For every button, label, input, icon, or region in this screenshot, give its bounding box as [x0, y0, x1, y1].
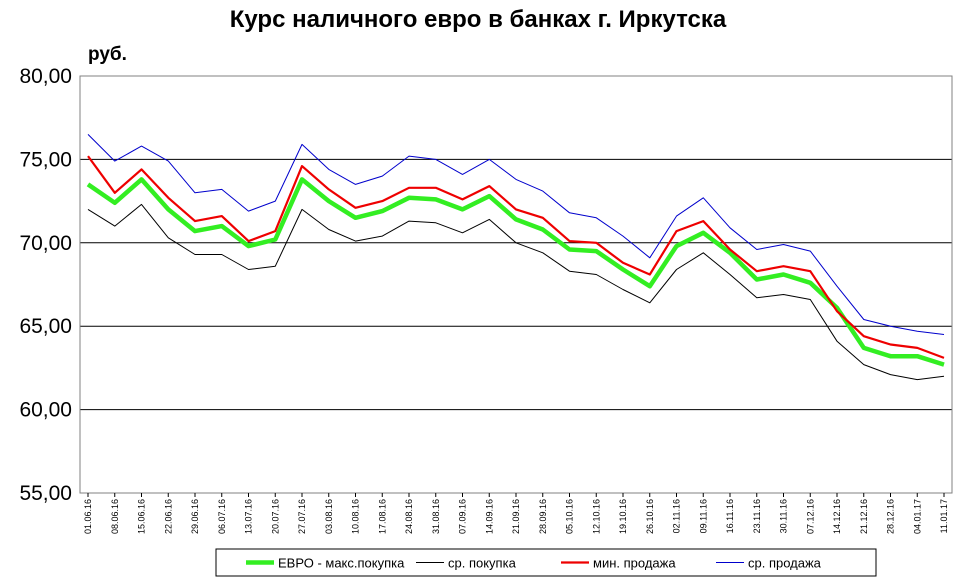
x-tick-label: 22.06.16 [163, 499, 173, 534]
x-tick-label: 30.11.16 [779, 499, 789, 533]
y-tick-label: 55,00 [19, 482, 72, 505]
chart-title: Курс наличного евро в банках г. Иркутска [229, 6, 727, 33]
x-tick-label: 14.09.16 [484, 499, 494, 534]
plot-area-frame [79, 75, 953, 494]
x-tick-label: 19.10.16 [618, 499, 628, 534]
x-tick-label: 03.08.16 [324, 499, 334, 534]
x-tick-label: 21.12.16 [859, 499, 869, 534]
legend-label-1: ЕВРО - макс.покупка [278, 556, 405, 571]
x-tick-label: 07.09.16 [458, 499, 468, 534]
legend-box [215, 548, 877, 577]
x-tick-label: 12.10.16 [591, 499, 601, 534]
x-tick-label: 01.06.16 [83, 499, 93, 534]
series-line-3 [87, 155, 945, 359]
x-tick-label: 15.06.16 [137, 499, 147, 534]
x-tick-label: 27.07.16 [297, 499, 307, 534]
legend-label-2: ср. покупка [448, 556, 517, 571]
y-tick-label: 60,00 [19, 399, 72, 422]
y-tick-label: 70,00 [19, 232, 72, 255]
series-line-2 [87, 203, 945, 381]
x-tick-label: 21.09.16 [511, 499, 521, 534]
x-tick-label: 11.01.17 [939, 499, 949, 533]
legend-label-3: мин. продажа [593, 556, 676, 571]
series-line-1 [86, 177, 945, 367]
x-tick-label: 20.07.16 [270, 499, 280, 534]
x-tick-label: 09.11.16 [698, 499, 708, 533]
y-axis-unit-label: руб. [88, 44, 127, 65]
x-tick-label: 17.08.16 [377, 499, 387, 534]
x-tick-label: 23.11.16 [752, 499, 762, 533]
x-tick-label: 10.08.16 [351, 499, 361, 534]
x-tick-label: 05.10.16 [565, 499, 575, 534]
x-tick-label: 26.10.16 [645, 499, 655, 534]
series-line-4 [87, 134, 945, 335]
x-tick-label: 24.08.16 [404, 499, 414, 534]
y-tick-label: 80,00 [19, 65, 72, 88]
x-tick-label: 14.12.16 [832, 499, 842, 534]
legend-label-4: ср. продажа [748, 556, 822, 571]
x-tick-label: 28.09.16 [538, 499, 548, 534]
x-tick-label: 08.06.16 [110, 499, 120, 534]
x-tick-label: 04.01.17 [912, 499, 922, 534]
x-tick-label: 31.08.16 [431, 499, 441, 534]
y-tick-label: 65,00 [19, 315, 72, 338]
x-tick-label: 29.06.16 [190, 499, 200, 534]
x-tick-label: 13.07.16 [244, 499, 254, 534]
x-tick-label: 02.11.16 [672, 499, 682, 533]
x-tick-label: 28.12.16 [886, 499, 896, 534]
x-tick-label: 07.12.16 [805, 499, 815, 534]
x-tick-label: 06.07.16 [217, 499, 227, 534]
x-tick-label: 16.11.16 [725, 499, 735, 533]
y-tick-label: 75,00 [19, 148, 72, 171]
